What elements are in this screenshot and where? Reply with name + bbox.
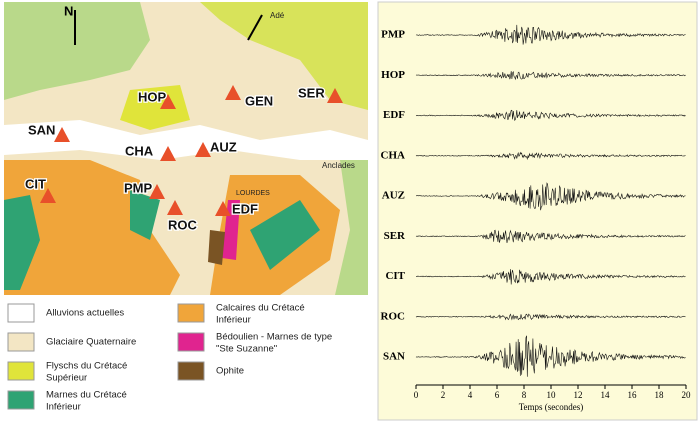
legend-label: Flyschs du Crétacé [46,361,127,372]
station-label: GEN [245,93,273,108]
x-tick-label: 10 [547,390,557,400]
zone [208,230,225,265]
legend-label: Bédoulien - Marnes de type [216,332,332,343]
trace-label: CIT [385,270,405,282]
legend-swatch [177,332,205,352]
x-tick-label: 16 [628,390,638,400]
station-label: HOP [138,89,167,104]
station-marker [40,188,56,203]
x-axis-label: Temps (secondes) [519,402,584,412]
x-tick-label: 20 [682,390,692,400]
legend-swatch [7,361,35,381]
zone [4,2,150,100]
legend-swatch [7,332,35,352]
legend-swatch [177,303,205,323]
north-label: N [64,3,73,18]
legend-label: Inférieur [216,315,251,326]
station-label: CIT [25,176,46,191]
legend-swatch [7,390,35,410]
x-tick-label: 6 [495,390,500,400]
zone [130,190,160,240]
station-marker [225,85,241,100]
x-tick-label: 0 [414,390,419,400]
waveform [415,182,686,211]
station-label: SER [298,85,325,100]
place-label: Adé [270,11,285,20]
zone [335,160,368,295]
legend-label: Glaciaire Quaternaire [46,337,136,348]
legend-label: Alluvions actuelles [46,308,124,319]
legend-label: "Ste Suzanne" [216,344,277,355]
station-marker [160,146,176,161]
x-tick-label: 4 [468,390,473,400]
station-marker [160,94,176,109]
x-tick-label: 2 [441,390,446,400]
legend-label: Calcaires du Crétacé [216,303,305,314]
station-label: EDF [232,201,258,216]
station-label: ROC [168,217,198,232]
station-marker [149,184,165,199]
trace-label: CHA [381,149,406,161]
legend-swatch [177,361,205,381]
station-marker [327,88,343,103]
legend-label: Ophite [216,366,244,377]
seismogram-panel [377,1,698,421]
x-tick-label: 14 [601,390,611,400]
trace-label: ROC [381,310,406,322]
legend-label: Supérieur [46,373,87,384]
trace-label: EDF [383,109,405,121]
arrow [247,14,263,41]
station-label: CHA [125,143,154,158]
waveform [415,229,686,244]
waveform [415,335,686,377]
waveform [415,24,686,45]
station-marker [54,127,70,142]
legend-swatch [7,303,35,323]
legend-label: Inférieur [46,402,81,413]
x-tick-label: 18 [655,390,665,400]
place-label: LOURDES [236,190,270,197]
station-marker [215,201,231,216]
trace-label: PMP [381,29,405,41]
station-marker [167,200,183,215]
place-label: Anclades [322,161,355,170]
waveform [415,151,686,161]
station-label: SAN [28,122,55,137]
trace-label: SAN [383,351,405,363]
geologic-map: N Adé Anclades LOURDES [4,2,368,295]
station-label: AUZ [210,139,237,154]
trace-label: SER [384,230,406,242]
x-tick-label: 8 [522,390,527,400]
waveform [415,71,686,81]
waveform [415,109,686,121]
legend-label: Marnes du Crétacé [46,390,127,401]
trace-label: HOP [381,69,405,81]
x-tick-label: 12 [574,390,583,400]
waveform [415,269,686,285]
zone [4,120,368,160]
station-label: PMP [124,180,153,195]
trace-label: AUZ [382,190,405,202]
waveform [415,313,686,321]
zone [250,200,320,270]
zone [120,85,190,130]
station-marker [195,142,211,157]
zone [4,195,40,290]
zone [200,2,368,110]
